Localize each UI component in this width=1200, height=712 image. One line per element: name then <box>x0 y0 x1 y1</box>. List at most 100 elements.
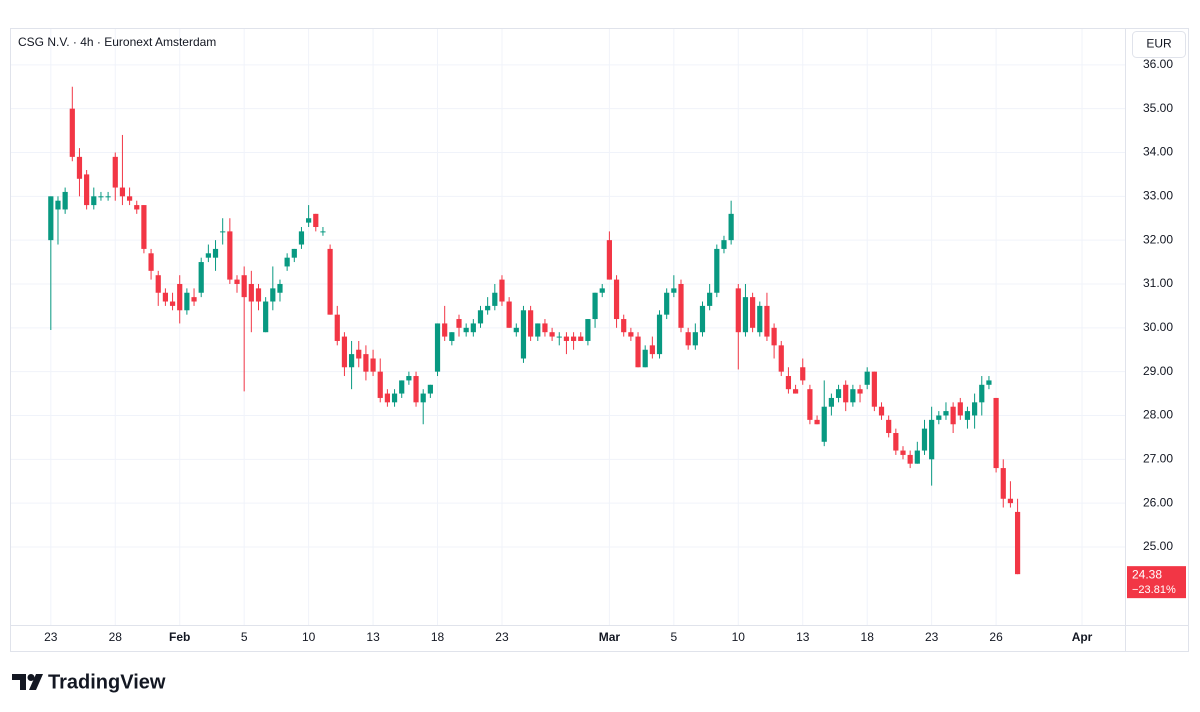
candle-body <box>921 428 928 451</box>
currency-label[interactable]: EUR <box>1146 37 1172 51</box>
candle-body <box>112 156 118 188</box>
candle-body <box>427 384 433 394</box>
candle-body <box>778 345 784 372</box>
x-tick-label: 13 <box>366 630 380 644</box>
candle-body <box>177 283 183 311</box>
x-tick-label: 23 <box>495 630 509 644</box>
candle-body <box>757 305 763 333</box>
candle-body <box>685 332 691 346</box>
candle-body <box>800 367 806 381</box>
candle-body <box>198 262 204 293</box>
candle-body <box>413 376 419 403</box>
candle-body <box>692 332 698 346</box>
x-tick-label: 18 <box>431 630 445 644</box>
candle-body <box>642 349 648 368</box>
x-tick-label: 23 <box>925 630 939 644</box>
candle-body <box>570 336 577 341</box>
candle-body <box>119 187 126 197</box>
candle-body <box>291 248 297 258</box>
candle-body <box>678 283 684 328</box>
candle-body <box>91 196 97 206</box>
candle-body <box>907 454 913 464</box>
candle-body <box>220 231 226 233</box>
x-tick-label: 5 <box>241 630 248 644</box>
y-tick-label: 31.00 <box>1143 276 1173 290</box>
candle-body <box>520 310 527 359</box>
candle-body <box>606 240 612 280</box>
x-tick-label: 10 <box>302 630 316 644</box>
candle-body <box>406 376 412 381</box>
candle-body <box>492 292 498 306</box>
candle-body <box>477 310 484 324</box>
candle-body <box>721 240 727 249</box>
y-tick-label: 30.00 <box>1143 320 1173 334</box>
candle-body <box>535 323 541 337</box>
grid <box>10 28 1125 625</box>
candle-body <box>270 288 276 302</box>
candle-body <box>943 411 949 416</box>
candle-body <box>742 297 749 333</box>
candle-body <box>263 301 269 333</box>
tradingview-logo: TradingView <box>12 671 166 693</box>
candle-body <box>785 376 792 390</box>
candle-body <box>878 406 885 416</box>
x-tick-label: 13 <box>796 630 810 644</box>
y-tick-label: 33.00 <box>1143 188 1173 202</box>
last-price-box <box>1127 566 1186 599</box>
x-tick-label: 28 <box>109 630 123 644</box>
candle-body <box>162 292 168 302</box>
candle-body <box>556 336 562 338</box>
candle-body <box>814 419 820 425</box>
candle-body <box>105 196 111 198</box>
candle-body <box>155 275 161 293</box>
candle-body <box>835 389 842 398</box>
candle-body <box>699 305 706 333</box>
candle-body <box>341 336 348 368</box>
logo-slash <box>29 674 43 690</box>
candle-body <box>348 354 355 368</box>
candle-body <box>370 358 376 372</box>
x-tick-label: 5 <box>671 630 678 644</box>
last-price-label: 24.38 <box>1132 567 1162 581</box>
candle-body <box>191 297 197 302</box>
x-tick-label: Mar <box>599 630 621 644</box>
candle-body <box>964 411 971 420</box>
candle-body <box>599 288 605 293</box>
candle-body <box>728 213 734 241</box>
candle-body <box>628 332 634 337</box>
candle-body <box>449 332 455 341</box>
candle-body <box>356 349 362 359</box>
candle-body <box>69 108 75 157</box>
candle-body <box>972 402 978 416</box>
chart-title: CSG N.V. · 4h · Euronext Amsterdam <box>18 35 216 49</box>
candle-body <box>771 327 777 346</box>
candle-body <box>664 292 670 315</box>
candle-body <box>169 301 176 306</box>
candle-body <box>635 336 641 368</box>
chart-frame <box>10 28 1189 652</box>
candle-body <box>55 200 61 210</box>
candle-body <box>399 380 405 394</box>
candle-body <box>62 191 68 210</box>
candle-body <box>871 371 877 407</box>
candle-body <box>707 292 713 306</box>
candle-body <box>714 248 720 293</box>
candle-body <box>384 393 390 403</box>
candle-body <box>313 213 319 227</box>
candle-body <box>1014 511 1021 575</box>
candle-body <box>241 275 247 298</box>
x-tick-label: Apr <box>1072 630 1093 644</box>
candle-body <box>277 283 283 293</box>
candle-body <box>886 419 892 434</box>
candle-body <box>284 257 290 267</box>
candle-body <box>986 380 992 385</box>
candle-body <box>205 253 211 258</box>
candle-body <box>212 248 219 258</box>
x-tick-label: 10 <box>732 630 746 644</box>
candle-body <box>184 292 190 311</box>
candle-body <box>126 196 133 201</box>
currency-button[interactable] <box>1132 31 1186 58</box>
candle-body <box>84 174 90 206</box>
